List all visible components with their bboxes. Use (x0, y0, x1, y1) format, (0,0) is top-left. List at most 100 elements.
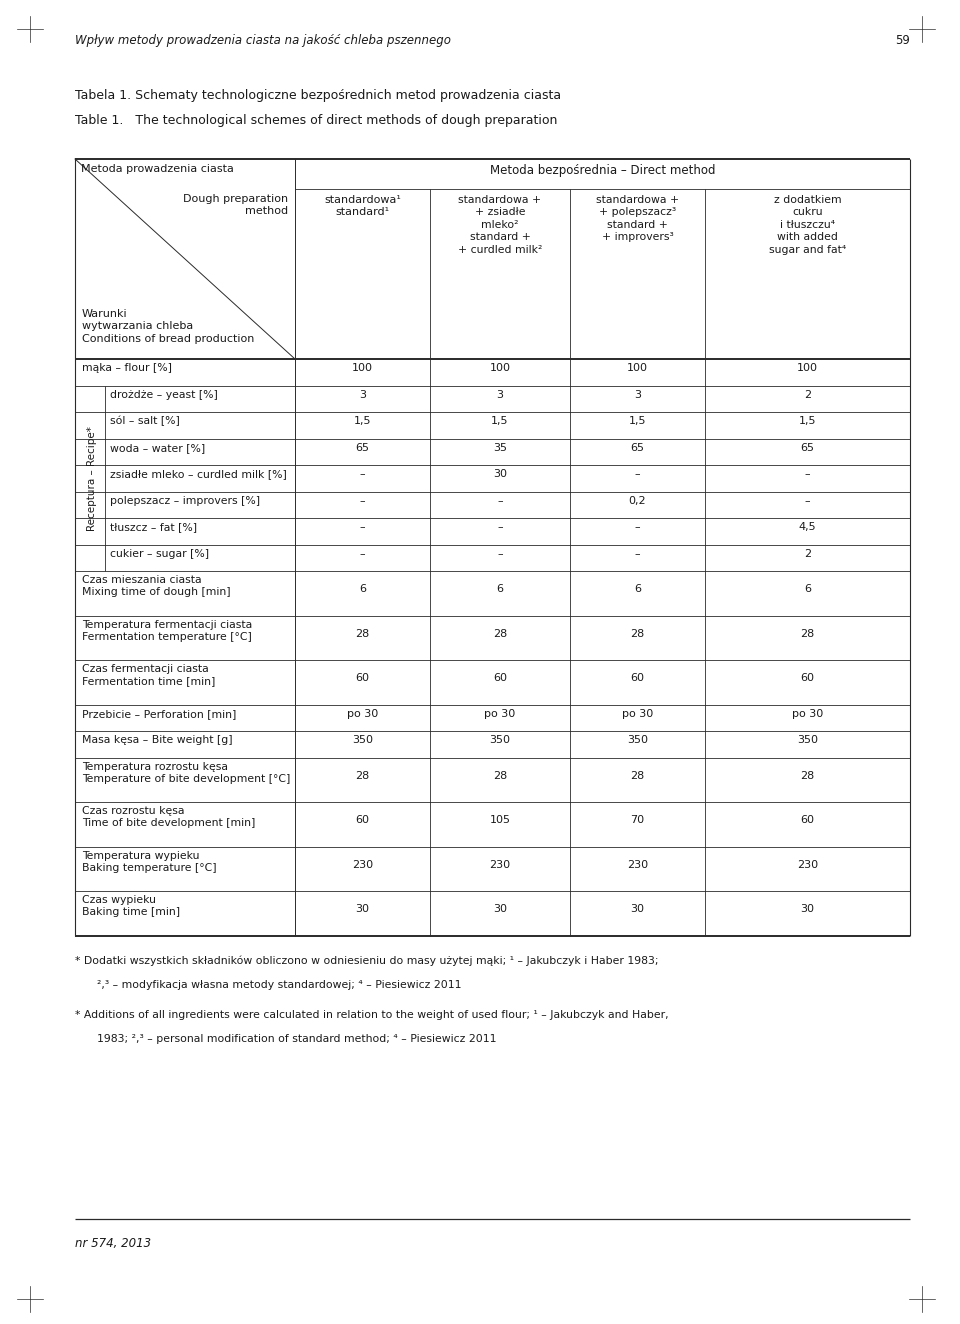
Text: Przebicie – Perforation [min]: Przebicie – Perforation [min] (82, 708, 236, 719)
Text: –: – (497, 522, 503, 532)
Text: 2: 2 (804, 389, 811, 400)
Text: mąka – flour [%]: mąka – flour [%] (82, 363, 172, 373)
Text: 60: 60 (631, 673, 644, 683)
Text: * Additions of all ingredients were calculated in relation to the weight of used: * Additions of all ingredients were calc… (75, 1009, 668, 1019)
Text: polepszacz – improvers [%]: polepszacz – improvers [%] (110, 495, 260, 506)
Text: 28: 28 (492, 629, 507, 638)
Text: 1,5: 1,5 (492, 416, 509, 426)
Text: Wpływ metody prowadzenia ciasta na jakość chleba pszennego: Wpływ metody prowadzenia ciasta na jakoś… (75, 34, 451, 46)
Text: 6: 6 (496, 584, 503, 594)
Text: 350: 350 (490, 735, 511, 745)
Text: 100: 100 (627, 363, 648, 373)
Text: Czas rozrostu kęsa
Time of bite development [min]: Czas rozrostu kęsa Time of bite developm… (82, 806, 255, 829)
Text: standardowa +
+ polepszacz³
standard +
+ improvers³: standardowa + + polepszacz³ standard + +… (596, 195, 679, 242)
Text: 60: 60 (355, 673, 370, 683)
Text: zsiadłe mleko – curdled milk [%]: zsiadłe mleko – curdled milk [%] (110, 469, 287, 479)
Text: 100: 100 (797, 363, 818, 373)
Text: Temperatura fermentacji ciasta
Fermentation temperature [°C]: Temperatura fermentacji ciasta Fermentat… (82, 620, 252, 642)
Text: 35: 35 (493, 442, 507, 453)
Text: 1,5: 1,5 (353, 416, 372, 426)
Text: 30: 30 (493, 469, 507, 479)
Text: 1983; ²,³ – personal modification of standard method; ⁴ – Piesiewicz 2011: 1983; ²,³ – personal modification of sta… (97, 1034, 496, 1043)
Text: 6: 6 (634, 584, 641, 594)
Text: –: – (635, 522, 640, 532)
Text: 70: 70 (631, 816, 644, 825)
Text: 100: 100 (490, 363, 511, 373)
Text: po 30: po 30 (347, 708, 378, 719)
Text: –: – (360, 522, 366, 532)
Text: sól – salt [%]: sól – salt [%] (110, 416, 180, 426)
Text: Czas mieszania ciasta
Mixing time of dough [min]: Czas mieszania ciasta Mixing time of dou… (82, 575, 230, 597)
Text: 30: 30 (631, 904, 644, 915)
Text: 105: 105 (490, 816, 511, 825)
Text: 30: 30 (801, 904, 814, 915)
Text: drożdże – yeast [%]: drożdże – yeast [%] (110, 389, 218, 400)
Text: 6: 6 (359, 584, 366, 594)
Text: Table 1.   The technological schemes of direct methods of dough preparation: Table 1. The technological schemes of di… (75, 114, 558, 127)
Text: 30: 30 (493, 904, 507, 915)
Text: 6: 6 (804, 584, 811, 594)
Text: –: – (635, 548, 640, 559)
Text: 28: 28 (801, 629, 815, 638)
Text: –: – (804, 495, 810, 506)
Text: po 30: po 30 (792, 708, 823, 719)
Text: 28: 28 (631, 771, 644, 781)
Text: 3: 3 (359, 389, 366, 400)
Text: 350: 350 (352, 735, 373, 745)
Text: nr 574, 2013: nr 574, 2013 (75, 1237, 151, 1250)
Text: 60: 60 (801, 673, 814, 683)
Text: 65: 65 (801, 442, 814, 453)
Text: –: – (360, 495, 366, 506)
Text: 28: 28 (355, 629, 370, 638)
Text: Czas wypieku
Baking time [min]: Czas wypieku Baking time [min] (82, 895, 180, 918)
Text: 0,2: 0,2 (629, 495, 646, 506)
Text: 28: 28 (492, 771, 507, 781)
Text: 230: 230 (352, 859, 373, 870)
Text: 100: 100 (352, 363, 373, 373)
Text: 60: 60 (493, 673, 507, 683)
Text: Tabela 1. Schematy technologiczne bezpośrednich metod prowadzenia ciasta: Tabela 1. Schematy technologiczne bezpoś… (75, 89, 562, 102)
Text: ²,³ – modyfikacja własna metody standardowej; ⁴ – Piesiewicz 2011: ²,³ – modyfikacja własna metody standard… (97, 980, 462, 989)
Text: 1,5: 1,5 (629, 416, 646, 426)
Text: 2: 2 (804, 548, 811, 559)
Text: * Dodatki wszystkich składników obliczono w odniesieniu do masy użytej mąki; ¹ –: * Dodatki wszystkich składników obliczon… (75, 956, 659, 967)
Text: Warunki
wytwarzania chleba
Conditions of bread production: Warunki wytwarzania chleba Conditions of… (82, 308, 254, 344)
Text: Receptura – Recipe*: Receptura – Recipe* (87, 426, 97, 531)
Text: –: – (804, 469, 810, 479)
Text: Temperatura wypieku
Baking temperature [°C]: Temperatura wypieku Baking temperature [… (82, 850, 217, 873)
Text: Masa kęsa – Bite weight [g]: Masa kęsa – Bite weight [g] (82, 735, 232, 745)
Text: 230: 230 (797, 859, 818, 870)
Text: 350: 350 (627, 735, 648, 745)
Text: –: – (360, 469, 366, 479)
Text: tłuszcz – fat [%]: tłuszcz – fat [%] (110, 522, 197, 532)
Text: –: – (635, 469, 640, 479)
Text: 65: 65 (355, 442, 370, 453)
Text: woda – water [%]: woda – water [%] (110, 442, 205, 453)
Text: z dodatkiem
cukru
i tłuszczu⁴
with added
sugar and fat⁴: z dodatkiem cukru i tłuszczu⁴ with added… (769, 195, 846, 254)
Text: Metoda prowadzenia ciasta: Metoda prowadzenia ciasta (81, 164, 234, 173)
Text: 65: 65 (631, 442, 644, 453)
Text: standardowa¹
standard¹: standardowa¹ standard¹ (324, 195, 401, 217)
Text: 30: 30 (355, 904, 370, 915)
Text: 4,5: 4,5 (799, 522, 816, 532)
Text: 230: 230 (490, 859, 511, 870)
Text: Czas fermentacji ciasta
Fermentation time [min]: Czas fermentacji ciasta Fermentation tim… (82, 665, 215, 686)
Text: 28: 28 (801, 771, 815, 781)
Text: 3: 3 (496, 389, 503, 400)
Text: 60: 60 (801, 816, 814, 825)
Text: standardowa +
+ zsiadłe
mleko²
standard +
+ curdled milk²: standardowa + + zsiadłe mleko² standard … (458, 195, 542, 254)
Text: 28: 28 (631, 629, 644, 638)
Text: Temperatura rozrostu kęsa
Temperature of bite development [°C]: Temperatura rozrostu kęsa Temperature of… (82, 761, 290, 784)
Text: Dough preparation
method: Dough preparation method (182, 195, 288, 216)
Text: cukier – sugar [%]: cukier – sugar [%] (110, 548, 209, 559)
Text: po 30: po 30 (622, 708, 653, 719)
Text: –: – (360, 548, 366, 559)
Text: –: – (497, 495, 503, 506)
Text: 350: 350 (797, 735, 818, 745)
Text: 1,5: 1,5 (799, 416, 816, 426)
Text: 59: 59 (895, 34, 910, 46)
Text: 3: 3 (634, 389, 641, 400)
Text: 28: 28 (355, 771, 370, 781)
Text: –: – (497, 548, 503, 559)
Text: Metoda bezpośrednia – Direct method: Metoda bezpośrednia – Direct method (490, 164, 715, 177)
